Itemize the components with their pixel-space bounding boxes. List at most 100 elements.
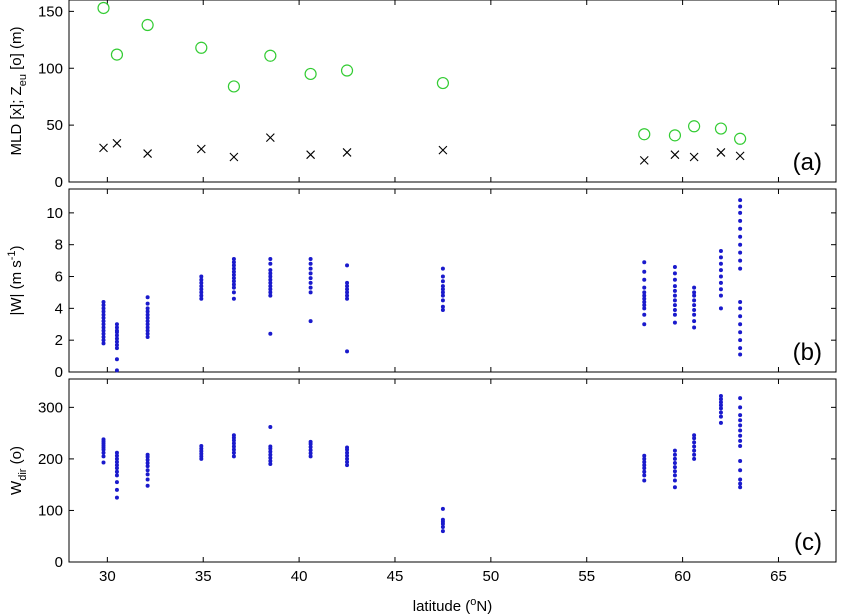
data-point-dot xyxy=(642,469,647,474)
data-point-dot xyxy=(308,276,313,281)
data-point-dot xyxy=(738,218,743,223)
data-point-dot xyxy=(692,433,697,438)
data-point-dot xyxy=(268,455,273,460)
data-point-dot xyxy=(672,473,677,478)
data-point-dot xyxy=(231,269,236,274)
data-point-dot xyxy=(672,485,677,490)
data-point-dot xyxy=(738,258,743,263)
data-point-dot xyxy=(101,437,106,442)
data-point-dot xyxy=(308,448,313,453)
data-point-dot xyxy=(738,352,743,357)
data-point-dot xyxy=(114,325,119,330)
data-point-dot xyxy=(738,314,743,319)
data-point-dot xyxy=(718,306,723,311)
x-axis-label: latitude (oN) xyxy=(413,596,493,615)
x-axis-label-part: latitude ( xyxy=(413,598,471,615)
data-point-dot xyxy=(231,444,236,449)
data-point-dot xyxy=(738,477,743,482)
data-point-dot xyxy=(268,277,273,282)
data-point-dot xyxy=(692,293,697,298)
panel-tag: (b) xyxy=(793,339,822,366)
data-point-dot xyxy=(145,331,150,336)
data-point-dot xyxy=(738,306,743,311)
data-point-cross xyxy=(196,144,206,154)
y-tick-label: 150 xyxy=(38,3,63,20)
data-point-circle xyxy=(195,41,208,54)
data-point-dot xyxy=(440,529,445,534)
data-point-dot xyxy=(440,279,445,284)
data-point-dot xyxy=(642,303,647,308)
data-point-dot xyxy=(440,293,445,298)
data-point-dot xyxy=(738,242,743,247)
data-point-dot xyxy=(101,325,106,330)
data-point-cross xyxy=(265,133,275,143)
data-point-dot xyxy=(345,453,350,458)
data-point-dot xyxy=(738,250,743,255)
y-tick-label: 8 xyxy=(55,237,63,254)
data-point-dot xyxy=(199,444,204,449)
data-point-dot xyxy=(642,478,647,483)
y-tick-label: 2 xyxy=(55,332,63,349)
plot-frame xyxy=(68,378,837,563)
data-point-dot xyxy=(199,277,204,282)
data-point-circle xyxy=(141,18,154,32)
data-point-dot xyxy=(672,298,677,303)
data-point-dot xyxy=(145,457,150,462)
data-point-dot xyxy=(231,441,236,446)
data-point-dot xyxy=(718,274,723,279)
data-point-dot xyxy=(692,303,697,308)
data-point-dot xyxy=(718,261,723,266)
data-point-dot xyxy=(440,287,445,292)
data-point-dot xyxy=(114,336,119,341)
data-point-dot xyxy=(308,319,313,324)
data-point-dot xyxy=(642,293,647,298)
data-point-dot xyxy=(738,423,743,428)
x-tick-label: 30 xyxy=(99,568,116,585)
data-point-dot xyxy=(440,307,445,312)
data-point-dot xyxy=(145,468,150,473)
data-point-dot xyxy=(738,438,743,443)
data-point-dot xyxy=(268,287,273,292)
data-point-dot xyxy=(145,483,150,488)
data-point-dot xyxy=(199,284,204,289)
data-point-circle xyxy=(436,76,450,90)
panel-b: 0 2 4 6 8 10 |W| (m s-1) (b) xyxy=(6,188,837,381)
data-point-dot xyxy=(345,463,350,468)
data-point-dot xyxy=(642,290,647,295)
data-point-cross xyxy=(112,138,122,148)
data-point-dot xyxy=(101,338,106,343)
data-point-dot xyxy=(692,456,697,461)
data-point-dot xyxy=(101,328,106,333)
data-point-dot xyxy=(642,269,647,274)
data-point-dot xyxy=(738,322,743,327)
data-point-cross xyxy=(438,145,448,155)
data-point-dot xyxy=(231,282,236,287)
data-point-dot xyxy=(692,436,697,441)
data-point-dot xyxy=(101,322,106,327)
data-point-dot xyxy=(642,285,647,290)
data-point-dot xyxy=(642,459,647,464)
y-axis-label-part: W xyxy=(8,480,25,495)
data-point-circle xyxy=(304,67,317,81)
data-point-dot xyxy=(692,440,697,445)
data-point-dot xyxy=(268,424,273,429)
panel-c: 0 100 200 300 30 35 40 45 50 55 60 65 Wdir (o) latitu… xyxy=(8,378,837,615)
data-point-dot xyxy=(718,268,723,273)
data-point-cross xyxy=(99,143,108,153)
data-point-dot xyxy=(199,296,204,301)
data-point-dot xyxy=(114,339,119,344)
data-point-dot xyxy=(692,307,697,312)
data-point-dot xyxy=(145,319,150,324)
data-point-dot xyxy=(642,260,647,265)
data-point-dot xyxy=(718,249,723,254)
data-point-dot xyxy=(642,473,647,478)
data-point-dot xyxy=(692,285,697,290)
data-point-dot xyxy=(231,433,236,438)
data-point-dot xyxy=(231,296,236,301)
data-point-dot xyxy=(145,464,150,469)
data-point-dot xyxy=(268,293,273,298)
data-point-dot xyxy=(308,445,313,450)
data-point-dot xyxy=(145,328,150,333)
y-axis-label-part: -1 xyxy=(6,250,18,260)
